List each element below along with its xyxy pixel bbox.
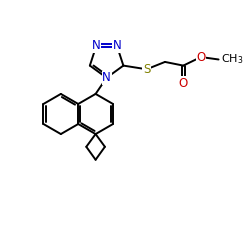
- Text: O: O: [179, 77, 188, 90]
- Text: O: O: [196, 50, 205, 64]
- Text: S: S: [143, 63, 150, 76]
- Text: N: N: [112, 40, 121, 52]
- Text: N: N: [102, 71, 111, 84]
- Text: CH$_3$: CH$_3$: [222, 52, 244, 66]
- Text: N: N: [92, 40, 101, 52]
